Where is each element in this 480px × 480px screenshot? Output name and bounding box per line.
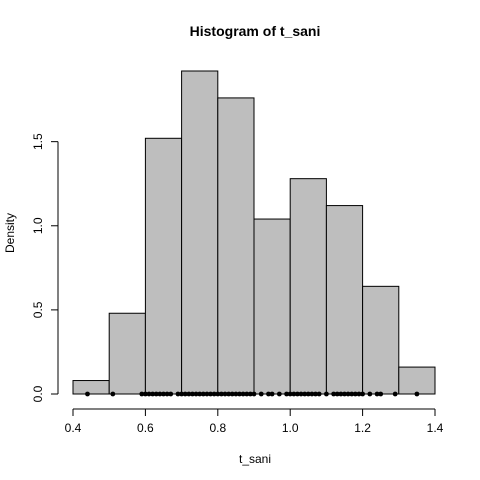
chart-title: Histogram of t_sani (190, 23, 321, 39)
rug-point (334, 391, 340, 397)
rug-point (186, 391, 192, 397)
rug-point (153, 391, 159, 397)
rug-point (291, 391, 297, 397)
rug-point (222, 391, 228, 397)
histogram-bar (289, 178, 327, 395)
rug-point (150, 391, 156, 397)
rug-point (352, 391, 358, 397)
rug-point (309, 391, 315, 397)
rug-point (179, 391, 185, 397)
rug-point (342, 391, 347, 397)
rug-point (302, 391, 308, 397)
rug-point (197, 391, 203, 397)
y-tick-label: 1.0 (31, 217, 45, 234)
rug-point (215, 391, 221, 397)
rug-point (211, 391, 217, 397)
rug-point (161, 391, 166, 397)
rug-point (284, 391, 289, 397)
histogram-bars (72, 70, 436, 395)
rug-point (193, 391, 199, 397)
rug-point (295, 391, 300, 397)
rug-point (219, 391, 224, 397)
histogram-bar (181, 70, 219, 395)
x-tick-label: 1.0 (282, 421, 299, 435)
x-tick-label: 0.8 (209, 421, 226, 435)
rug-point (378, 391, 384, 397)
rug-point (360, 391, 365, 397)
rug-point (175, 391, 181, 397)
rug-point (324, 391, 329, 397)
rug-point (146, 391, 152, 397)
rug-point (237, 391, 242, 397)
y-tick-label: 1.5 (31, 133, 45, 150)
x-axis-label: t_sani (239, 452, 271, 466)
rug-point (168, 391, 174, 397)
rug-point (208, 391, 213, 397)
rug-point (367, 391, 373, 397)
rug-point (414, 391, 420, 397)
histogram-bar (398, 366, 436, 395)
rug-point (305, 391, 311, 397)
rug-point (298, 391, 304, 397)
rug-point (244, 391, 250, 397)
rug-point (233, 391, 239, 397)
x-tick-label: 0.6 (137, 421, 154, 435)
histogram-bar (325, 205, 364, 395)
rug-point (240, 391, 246, 397)
rug-point (266, 391, 271, 397)
rug-point (182, 391, 188, 397)
rug-point (226, 391, 232, 397)
rug-point (313, 391, 318, 397)
rug-point (258, 391, 264, 397)
rug-point (269, 391, 275, 397)
rug-point (374, 391, 380, 397)
rug-point (85, 391, 90, 397)
histogram-bar (108, 312, 146, 395)
histogram-bar (144, 137, 183, 395)
rug-point (157, 391, 163, 397)
rug-point (110, 391, 116, 397)
rug-point (287, 391, 293, 397)
rug-point (316, 391, 322, 397)
rug-point (143, 391, 148, 397)
rug-point (345, 391, 351, 397)
histogram-bar (253, 218, 291, 395)
rug-point (331, 391, 337, 397)
rug-point (204, 391, 210, 397)
rug-point (139, 391, 145, 397)
rug-point (349, 391, 355, 397)
rug-point (200, 391, 206, 397)
rug-points (85, 391, 420, 397)
rug-point (356, 391, 362, 397)
rug-point (190, 391, 195, 397)
y-axis: 0.0 0.5 1.0 1.5 (31, 133, 59, 402)
rug-point (247, 391, 253, 397)
rug-point (229, 391, 235, 397)
x-axis: 0.4 0.6 0.8 1.0 1.2 1.4 (65, 408, 444, 435)
y-tick-label: 0.5 (31, 301, 45, 318)
x-tick-label: 1.4 (427, 421, 444, 435)
x-tick-label: 1.2 (354, 421, 371, 435)
rug-point (338, 391, 344, 397)
rug-point (164, 391, 170, 397)
histogram-bar (72, 380, 110, 395)
rug-point (251, 391, 257, 397)
histogram-bar (362, 285, 400, 395)
histogram-bar (217, 97, 255, 395)
y-axis-label: Density (3, 213, 17, 253)
y-tick-label: 0.0 (31, 385, 45, 402)
x-tick-label: 0.4 (65, 421, 82, 435)
rug-point (276, 391, 282, 397)
rug-point (392, 391, 398, 397)
